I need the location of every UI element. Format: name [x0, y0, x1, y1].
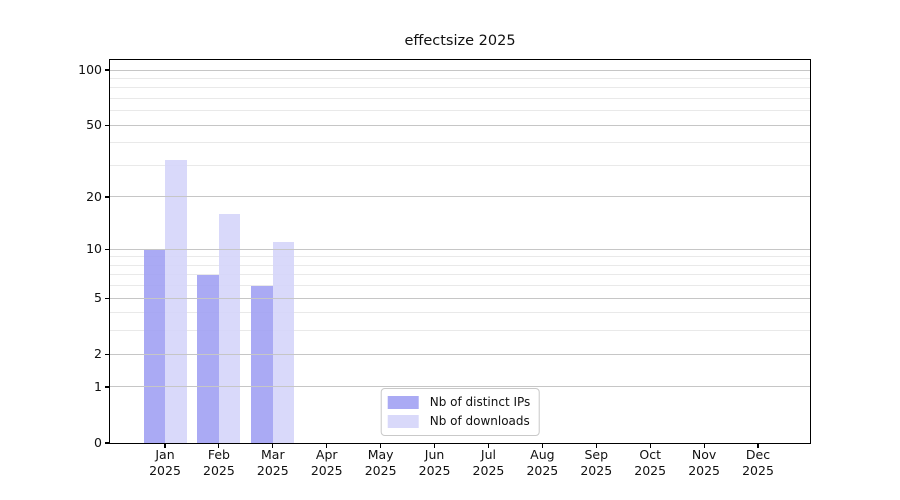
bar-nb-of-distinct-ips	[143, 249, 165, 443]
gridline-major	[110, 386, 810, 388]
y-tick-label: 2	[94, 346, 102, 362]
y-tick-label: 50	[86, 117, 102, 133]
y-tick	[104, 124, 110, 126]
bar-nb-of-distinct-ips	[197, 274, 219, 443]
x-tick-label: Feb 2025	[203, 447, 235, 478]
y-tick	[104, 69, 110, 71]
y-tick-label: 10	[86, 241, 102, 257]
x-tick	[487, 443, 490, 448]
y-tick	[104, 353, 110, 355]
x-tick	[433, 443, 436, 448]
y-tick	[104, 196, 110, 198]
x-tick	[272, 443, 274, 448]
x-tick-label: Nov 2025	[688, 447, 720, 478]
gridline-major	[110, 353, 810, 355]
gridline-minor	[110, 264, 810, 266]
gridline-minor	[110, 285, 810, 287]
gridline-major	[110, 196, 810, 198]
x-tick-label: Jun 2025	[418, 447, 451, 478]
gridline-major	[110, 297, 810, 299]
x-tick-label: Sep 2025	[580, 447, 613, 478]
gridline-minor	[110, 164, 810, 166]
x-tick	[703, 443, 705, 448]
gridline-minor	[110, 87, 810, 89]
legend-entry: Nb of distinct IPs	[387, 395, 531, 409]
legend-entry: Nb of downloads	[387, 414, 531, 428]
chart-title: effectsize 2025	[404, 33, 516, 49]
plot-area: Nb of distinct IPs Nb of downloads Jan 20…	[78, 59, 811, 478]
legend-swatch-icon	[387, 414, 419, 428]
x-tick	[757, 443, 759, 448]
x-tick	[541, 443, 543, 448]
gridline-minor	[110, 97, 810, 99]
x-tick	[649, 443, 651, 448]
y-tick-label: 1	[94, 378, 102, 394]
bar-nb-of-downloads	[218, 214, 241, 443]
x-tick-label: May 2025	[364, 447, 397, 478]
gridline-minor	[110, 142, 810, 144]
gridline-minor	[110, 77, 810, 79]
gridline-minor	[110, 312, 810, 314]
x-tick	[326, 443, 328, 448]
x-tick-label: Jul 2025	[472, 447, 505, 478]
gridline-major	[110, 248, 810, 250]
x-tick-label: Apr 2025	[310, 447, 343, 478]
y-tick-label: 20	[86, 188, 102, 204]
y-tick-label: 0	[94, 435, 102, 450]
gridline-minor	[110, 256, 810, 258]
bar-nb-of-downloads	[272, 242, 295, 443]
x-tick-label: Mar 2025	[256, 447, 289, 478]
y-tick	[104, 297, 110, 299]
gridline-major	[110, 69, 810, 71]
y-tick-label: 5	[94, 290, 102, 306]
legend: Nb of distinct IPs Nb of downloads	[380, 388, 540, 436]
bar-nb-of-distinct-ips	[251, 285, 273, 443]
x-tick-label: Aug 2025	[526, 447, 559, 478]
legend-swatch-icon	[387, 395, 419, 409]
x-tick	[595, 443, 597, 448]
x-tick-label: Jan 2025	[149, 447, 181, 478]
y-tick	[104, 386, 110, 388]
y-tick	[104, 248, 110, 250]
gridline-major	[110, 124, 810, 126]
y-tick-label: 100	[78, 62, 102, 77]
gridline-minor	[110, 274, 810, 276]
legend-label: Nb of downloads	[429, 414, 530, 428]
gridline-minor	[110, 110, 810, 112]
x-tick	[380, 443, 382, 448]
y-tick	[104, 442, 110, 444]
x-tick-label: Oct 2025	[634, 447, 667, 478]
x-tick	[218, 443, 220, 448]
legend-label: Nb of distinct IPs	[429, 395, 531, 409]
gridline-minor	[110, 330, 810, 332]
bar-nb-of-downloads	[165, 160, 187, 443]
x-tick-label: Dec 2025	[742, 447, 774, 478]
x-tick	[164, 443, 166, 448]
